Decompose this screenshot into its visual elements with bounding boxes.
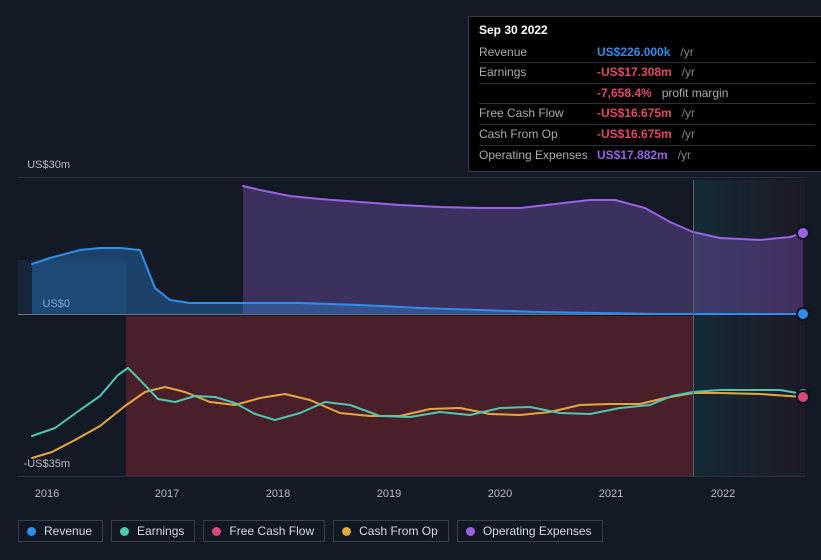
tooltip-row: Earnings -US$17.308m/yr xyxy=(479,62,815,83)
legend-item-free_cash_flow[interactable]: Free Cash Flow xyxy=(203,520,325,542)
legend-label: Free Cash Flow xyxy=(229,524,314,538)
current-date-line xyxy=(693,180,694,476)
legend-label: Earnings xyxy=(137,524,184,538)
legend-swatch xyxy=(212,527,221,536)
tooltip-title: Sep 30 2022 xyxy=(479,23,815,39)
tooltip-row-unit: /yr xyxy=(680,45,693,61)
legend-swatch xyxy=(466,527,475,536)
tooltip-row-value: US$17.882m xyxy=(597,148,668,164)
legend-item-revenue[interactable]: Revenue xyxy=(18,520,103,542)
tooltip-row-label: Operating Expenses xyxy=(479,148,589,164)
legend-swatch xyxy=(27,527,36,536)
tooltip-row: Revenue US$226.000k/yr xyxy=(479,43,815,63)
series-marker[interactable] xyxy=(796,307,810,321)
legend-swatch xyxy=(342,527,351,536)
chart-stage: US$30m US$0 -US$35m 20162017201820192020… xyxy=(0,0,821,560)
legend-label: Cash From Op xyxy=(359,524,438,538)
tooltip-row: Cash From Op -US$16.675m/yr xyxy=(479,124,815,145)
legend-item-earnings[interactable]: Earnings xyxy=(111,520,195,542)
legend-swatch xyxy=(120,527,129,536)
tooltip-row: Free Cash Flow -US$16.675m/yr xyxy=(479,103,815,124)
tooltip-row-extra: profit margin xyxy=(662,86,729,102)
tooltip-row-value: -US$16.675m xyxy=(597,106,672,122)
tooltip-row-value: -7,658.4% xyxy=(597,86,652,102)
tooltip-row: Operating Expenses US$17.882m/yr xyxy=(479,145,815,166)
tooltip-row-unit: /yr xyxy=(682,65,695,81)
tooltip-row-unit: /yr xyxy=(682,127,695,143)
legend-item-op_expenses[interactable]: Operating Expenses xyxy=(457,520,603,542)
tooltip-row: -7,658.4% profit margin xyxy=(479,83,815,104)
tooltip-row-unit: /yr xyxy=(678,148,691,164)
series-marker[interactable] xyxy=(796,226,810,240)
tooltip-row-label: Earnings xyxy=(479,65,589,81)
chart-tooltip: Sep 30 2022 RevenueUS$226.000k/yrEarning… xyxy=(468,16,821,172)
tooltip-row-value: -US$16.675m xyxy=(597,127,672,143)
tooltip-row-label: Cash From Op xyxy=(479,127,589,143)
legend-label: Operating Expenses xyxy=(483,524,592,538)
tooltip-row-unit: /yr xyxy=(682,106,695,122)
legend-item-cash_from_op[interactable]: Cash From Op xyxy=(333,520,449,542)
series-marker[interactable] xyxy=(796,390,810,404)
tooltip-row-label: Free Cash Flow xyxy=(479,106,589,122)
tooltip-row-value: -US$17.308m xyxy=(597,65,672,81)
tooltip-row-label: Revenue xyxy=(479,45,589,61)
chart-legend: Revenue Earnings Free Cash Flow Cash From O… xyxy=(18,520,603,542)
tooltip-row-value: US$226.000k xyxy=(597,45,670,61)
legend-label: Revenue xyxy=(44,524,92,538)
